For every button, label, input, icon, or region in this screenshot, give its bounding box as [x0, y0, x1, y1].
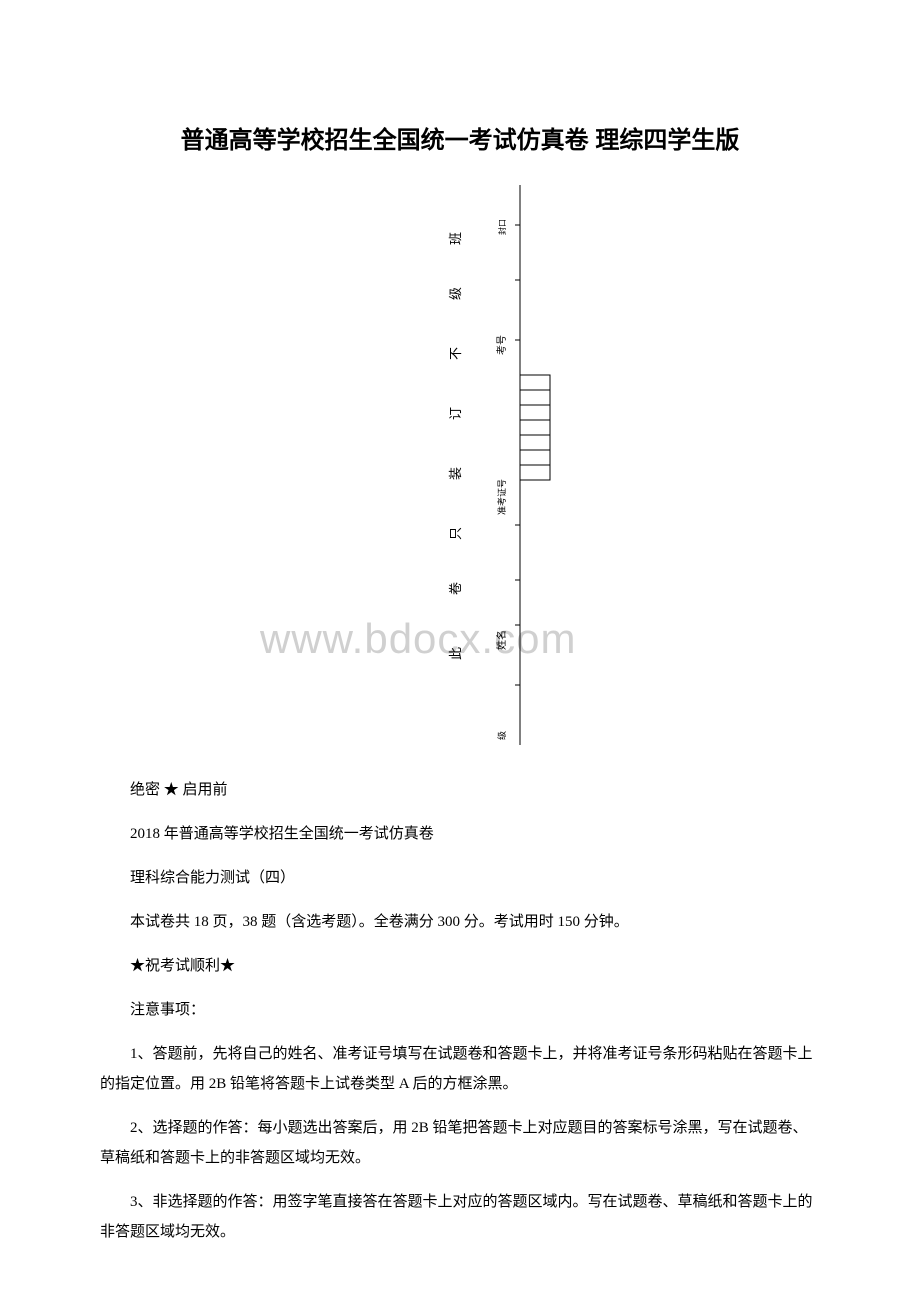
document-title: 普通高等学校招生全国统一考试仿真卷 理综四学生版 — [100, 120, 820, 155]
wish-line: ★祝考试顺利★ — [100, 951, 820, 981]
left-char: 班 — [448, 232, 463, 245]
right-label: 级 — [496, 731, 507, 740]
right-label: 准考证号 — [497, 479, 507, 515]
diagram-svg: 班 级 不 订 装 只 卷 此 封口 考号 准考证号 姓名 级 — [350, 185, 570, 745]
notice-item-3: 3、非选择题的作答：用签字笔直接答在答题卡上对应的答题区域内。写在试题卷、草稿纸… — [100, 1187, 820, 1247]
right-label: 封口 — [497, 219, 507, 235]
left-char: 订 — [448, 407, 463, 420]
right-label: 考号 — [496, 335, 508, 355]
subject-line: 理科综合能力测试（四） — [100, 863, 820, 893]
left-char: 卷 — [448, 582, 463, 595]
notice-item-1: 1、答题前，先将自己的姓名、准考证号填写在试题卷和答题卡上，并将准考证号条形码粘… — [100, 1039, 820, 1099]
notice-item-2: 2、选择题的作答：每小题选出答案后，用 2B 铅笔把答题卡上对应题目的答案标号涂… — [100, 1113, 820, 1173]
left-char: 此 — [448, 647, 463, 660]
notice-heading: 注意事项： — [100, 995, 820, 1025]
info-line: 本试卷共 18 页，38 题（含选考题）。全卷满分 300 分。考试用时 150… — [100, 907, 820, 937]
left-char: 只 — [448, 527, 463, 540]
grid-outer — [520, 375, 550, 480]
confidential-line: 绝密 ★ 启用前 — [100, 775, 820, 805]
left-char: 级 — [448, 287, 463, 300]
right-label: 姓名 — [495, 630, 508, 650]
document-content: 普通高等学校招生全国统一考试仿真卷 理综四学生版 班 级 不 订 装 只 卷 此… — [100, 120, 820, 1247]
year-line: 2018 年普通高等学校招生全国统一考试仿真卷 — [100, 819, 820, 849]
binding-diagram: 班 级 不 订 装 只 卷 此 封口 考号 准考证号 姓名 级 — [350, 185, 570, 755]
left-char: 不 — [448, 347, 463, 360]
left-char: 装 — [448, 467, 463, 480]
